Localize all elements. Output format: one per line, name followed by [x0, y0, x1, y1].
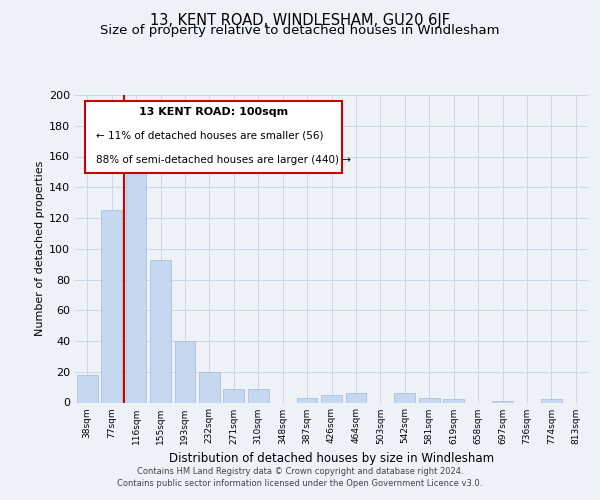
Bar: [492, 401, 513, 402]
X-axis label: Distribution of detached houses by size in Windlesham: Distribution of detached houses by size …: [169, 452, 494, 465]
Bar: [223, 388, 244, 402]
Text: ← 11% of detached houses are smaller (56): ← 11% of detached houses are smaller (56…: [95, 131, 323, 141]
Y-axis label: Number of detached properties: Number of detached properties: [35, 161, 45, 336]
Text: 88% of semi-detached houses are larger (440) →: 88% of semi-detached houses are larger (…: [95, 156, 350, 166]
Bar: [394, 394, 415, 402]
Bar: [296, 398, 317, 402]
Bar: [77, 375, 98, 402]
Text: Size of property relative to detached houses in Windlesham: Size of property relative to detached ho…: [100, 24, 500, 37]
Text: 13, KENT ROAD, WINDLESHAM, GU20 6JF: 13, KENT ROAD, WINDLESHAM, GU20 6JF: [150, 13, 450, 28]
Text: Contains HM Land Registry data © Crown copyright and database right 2024.: Contains HM Land Registry data © Crown c…: [137, 467, 463, 476]
Bar: [150, 260, 171, 402]
Bar: [419, 398, 440, 402]
Bar: [346, 394, 367, 402]
Bar: [199, 372, 220, 402]
Bar: [125, 156, 146, 402]
Text: Contains public sector information licensed under the Open Government Licence v3: Contains public sector information licen…: [118, 478, 482, 488]
Bar: [321, 395, 342, 402]
Bar: [443, 400, 464, 402]
Bar: [541, 400, 562, 402]
Text: 13 KENT ROAD: 100sqm: 13 KENT ROAD: 100sqm: [139, 107, 288, 117]
Bar: [175, 341, 196, 402]
FancyBboxPatch shape: [85, 101, 342, 174]
Bar: [248, 388, 269, 402]
Bar: [101, 210, 122, 402]
